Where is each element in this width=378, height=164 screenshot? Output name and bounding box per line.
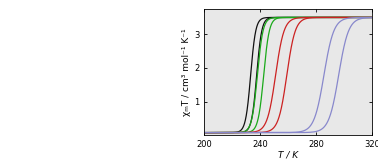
Y-axis label: χₘT / cm³ mol⁻¹ K⁻¹: χₘT / cm³ mol⁻¹ K⁻¹	[182, 28, 191, 116]
X-axis label: T / K: T / K	[278, 151, 298, 160]
